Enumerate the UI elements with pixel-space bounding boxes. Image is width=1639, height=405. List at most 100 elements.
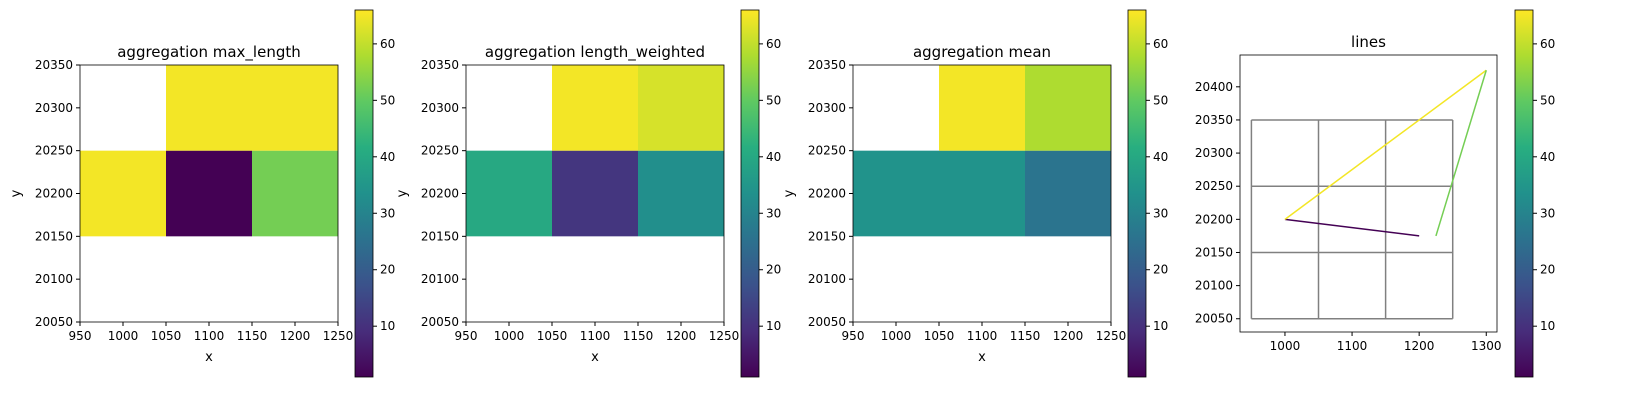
heatmap-cell (1025, 65, 1111, 151)
x-axis-label: x (591, 350, 599, 365)
colorbar-tick-label: 10 (1540, 319, 1555, 333)
x-tick-label: 1050 (924, 329, 955, 343)
x-tick-label: 1150 (623, 329, 654, 343)
heatmap-cell (939, 65, 1025, 151)
y-tick-label: 20100 (1195, 279, 1233, 293)
colorbar-tick-label: 40 (1540, 150, 1555, 164)
heatmap-cell (80, 150, 166, 237)
x-axis-label: x (205, 350, 213, 365)
x-tick-label: 1100 (967, 329, 998, 343)
y-tick-label: 20050 (1195, 312, 1233, 326)
y-tick-label: 20350 (35, 58, 73, 72)
colorbar-tick-label: 60 (1540, 37, 1555, 51)
y-tick-label: 20050 (35, 315, 73, 329)
y-tick-label: 20100 (421, 272, 459, 286)
colorbar-tick-label: 20 (1540, 263, 1555, 277)
chart-title: lines (1351, 33, 1386, 51)
y-tick-label: 20200 (35, 187, 73, 201)
y-tick-label: 20350 (421, 58, 459, 72)
line (1284, 218, 1420, 237)
colorbar-tick-label: 50 (1540, 93, 1555, 107)
y-tick-label: 20050 (808, 315, 846, 329)
y-tick-label: 20150 (1195, 245, 1233, 259)
y-tick-label: 20250 (421, 144, 459, 158)
y-tick-label: 20150 (421, 229, 459, 243)
colorbar (740, 9, 760, 378)
heatmap-cell (552, 150, 638, 237)
heatmap-cell (638, 65, 724, 151)
x-tick-label: 1250 (1096, 329, 1127, 343)
y-tick-label: 20250 (808, 144, 846, 158)
colorbar-tick-label: 20 (380, 263, 395, 277)
chart-title: aggregation max_length (117, 43, 301, 62)
colorbar-tick-label: 40 (766, 150, 781, 164)
colorbar-tick-label: 10 (380, 319, 395, 333)
heatmap-cell (166, 150, 252, 237)
heatmap-cell (939, 150, 1025, 237)
colorbar-tick-label: 60 (766, 37, 781, 51)
x-tick-label: 1050 (537, 329, 568, 343)
y-tick-label: 20100 (35, 272, 73, 286)
heatmap-cell (638, 150, 724, 237)
y-tick-label: 20350 (808, 58, 846, 72)
y-axis-label: y (9, 189, 24, 197)
heatmap-cell (466, 150, 552, 237)
y-tick-label: 20250 (1195, 179, 1233, 193)
x-tick-label: 1150 (237, 329, 268, 343)
x-tick-label: 1200 (1053, 329, 1084, 343)
colorbar (354, 9, 374, 378)
y-tick-label: 20200 (421, 187, 459, 201)
x-tick-label: 1200 (666, 329, 697, 343)
x-tick-label: 1200 (280, 329, 311, 343)
chart-title: aggregation length_weighted (485, 43, 705, 62)
y-tick-label: 20200 (808, 187, 846, 201)
y-tick-label: 20100 (808, 272, 846, 286)
heatmap-cell (166, 65, 252, 151)
x-tick-label: 1100 (580, 329, 611, 343)
colorbar-tick-label: 30 (1153, 206, 1168, 220)
colorbar-tick-label: 60 (1153, 37, 1168, 51)
x-axis-label: x (978, 350, 986, 365)
colorbar (1127, 9, 1147, 378)
heatmap-cell (853, 150, 939, 237)
x-tick-label: 1000 (494, 329, 525, 343)
colorbar-tick-label: 50 (1153, 93, 1168, 107)
y-tick-label: 20150 (35, 229, 73, 243)
x-tick-label: 1150 (1010, 329, 1041, 343)
y-axis-label: y (782, 189, 797, 197)
colorbar-tick-label: 10 (766, 319, 781, 333)
x-tick-label: 1250 (323, 329, 354, 343)
y-tick-label: 20300 (1195, 146, 1233, 160)
y-tick-label: 20200 (1195, 212, 1233, 226)
x-tick-label: 1050 (151, 329, 182, 343)
colorbar-tick-label: 30 (380, 206, 395, 220)
x-tick-label: 950 (842, 329, 865, 343)
colorbar-tick-label: 40 (1153, 150, 1168, 164)
chart-title: aggregation mean (913, 43, 1051, 61)
y-tick-label: 20300 (421, 101, 459, 115)
line (1284, 69, 1487, 220)
heatmap-cell (552, 65, 638, 151)
x-tick-label: 1250 (709, 329, 740, 343)
y-tick-label: 20250 (35, 144, 73, 158)
x-tick-label: 1000 (1270, 339, 1301, 353)
colorbar (1514, 9, 1534, 378)
y-tick-label: 20400 (1195, 80, 1233, 94)
x-tick-label: 1100 (1337, 339, 1368, 353)
x-tick-label: 1000 (108, 329, 139, 343)
x-tick-label: 1100 (194, 329, 225, 343)
y-tick-label: 20300 (35, 101, 73, 115)
colorbar-tick-label: 40 (380, 150, 395, 164)
colorbar-tick-label: 50 (766, 93, 781, 107)
colorbar-tick-label: 10 (1153, 319, 1168, 333)
colorbar-tick-label: 50 (380, 93, 395, 107)
colorbar-tick-label: 20 (766, 263, 781, 277)
y-tick-label: 20300 (808, 101, 846, 115)
line (1435, 70, 1487, 237)
y-tick-label: 20050 (421, 315, 459, 329)
x-tick-label: 1200 (1404, 339, 1435, 353)
x-tick-label: 950 (69, 329, 92, 343)
y-tick-label: 20350 (1195, 113, 1233, 127)
heatmap-cell (1025, 150, 1111, 237)
